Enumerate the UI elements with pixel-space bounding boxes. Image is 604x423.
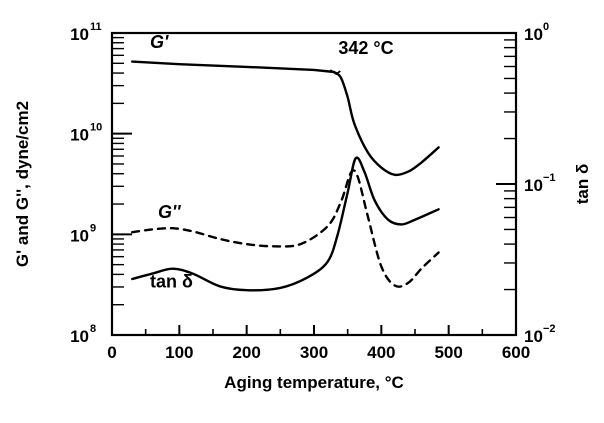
y-left-tick-base: 10 [70, 327, 89, 346]
x-tick-label: 500 [434, 343, 462, 362]
series-line-g-prime [131, 60, 440, 177]
y-right-tick-base: 10 [524, 25, 543, 44]
y-left-axis-title: G' and G'', dyne/cm2 [13, 101, 32, 267]
label-tan-delta: tan δ [150, 272, 193, 292]
series-line-g-double-prime [131, 169, 440, 288]
label-g-double-prime: G'' [158, 202, 181, 222]
x-axis-title: Aging temperature, °C [224, 373, 404, 392]
y-right-tick-exponent: −2 [543, 323, 556, 335]
y-left-tick-base: 10 [70, 126, 89, 145]
y-right-tick-exponent: −1 [543, 172, 556, 184]
data-series [131, 60, 440, 292]
y-left-tick-base: 10 [70, 25, 89, 44]
y-right-tick-base: 10 [524, 176, 543, 195]
chart-annotations: 342 °C G' G'' tan δ [150, 32, 394, 292]
y-right-tick-base: 10 [524, 327, 543, 346]
x-tick-label: 300 [300, 343, 328, 362]
annotation-342c: 342 °C [338, 38, 393, 58]
x-tick-label: 400 [367, 343, 395, 362]
y-left-tick-exponent: 10 [90, 122, 102, 134]
y-left-tick-exponent: 9 [90, 222, 96, 234]
x-tick-label: 0 [107, 343, 116, 362]
y-right-tick-exponent: 0 [543, 21, 549, 33]
y-right-axis-title: tan δ [573, 164, 592, 205]
y-left-tick-base: 10 [70, 226, 89, 245]
y-left-tick-exponent: 8 [90, 323, 96, 335]
axis-ticks [111, 32, 517, 336]
series-line-tan-delta [131, 156, 440, 292]
y-left-tick-exponent: 11 [90, 21, 102, 33]
x-tick-label: 100 [165, 343, 193, 362]
x-tick-label: 600 [502, 343, 530, 362]
transition-marker [329, 69, 341, 76]
label-g-prime: G' [150, 32, 169, 52]
x-tick-label: 200 [232, 343, 260, 362]
